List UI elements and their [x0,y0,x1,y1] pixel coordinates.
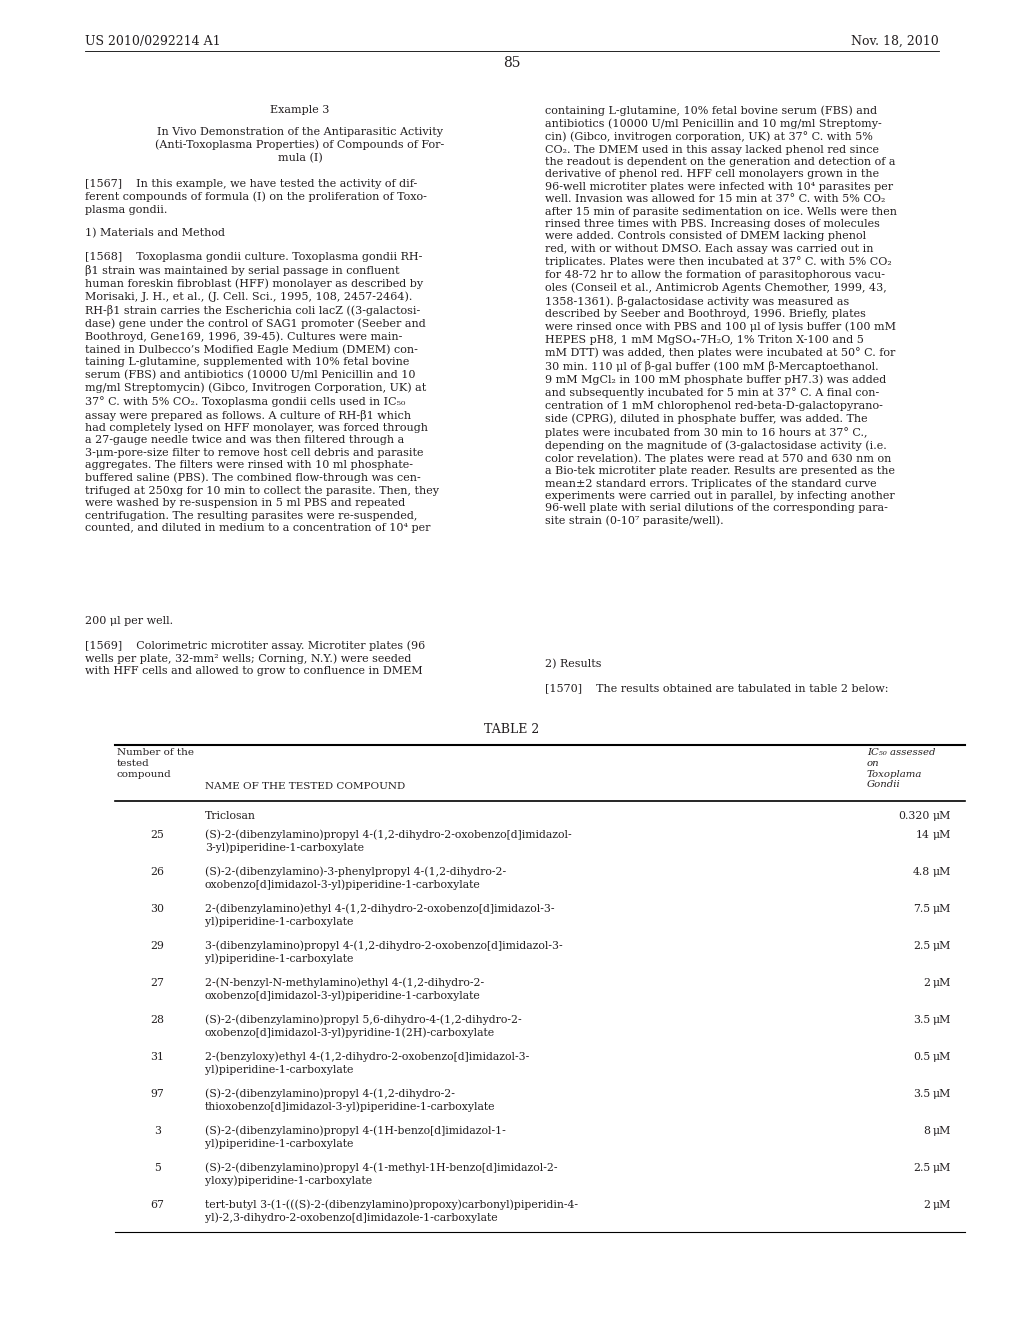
Text: [1567]    In this example, we have tested the activity of dif-
ferent compounds : [1567] In this example, we have tested t… [85,180,427,215]
Text: 2.5: 2.5 [912,1163,930,1172]
Text: 0.320: 0.320 [899,812,930,821]
Text: 2-(benzyloxy)ethyl 4-(1,2-dihydro-2-oxobenzo[d]imidazol-3-
yl)piperidine-1-carbo: 2-(benzyloxy)ethyl 4-(1,2-dihydro-2-oxob… [205,1052,529,1076]
Text: Nov. 18, 2010: Nov. 18, 2010 [851,36,939,48]
Text: 3: 3 [154,1126,161,1135]
Text: Number of the
tested
compound: Number of the tested compound [117,748,194,779]
Text: 3.5: 3.5 [912,1089,930,1098]
Text: 2-(N-benzyl-N-methylamino)ethyl 4-(1,2-dihydro-2-
oxobenzo[d]imidazol-3-yl)piper: 2-(N-benzyl-N-methylamino)ethyl 4-(1,2-d… [205,978,484,1002]
Text: 2: 2 [923,1200,930,1209]
Text: μM: μM [933,1015,951,1024]
Text: [1568]    Toxoplasma gondii culture. Toxoplasma gondii RH-
β1 strain was maintai: [1568] Toxoplasma gondii culture. Toxopl… [85,252,439,533]
Text: 7.5: 7.5 [912,904,930,913]
Text: (S)-2-(dibenzylamino)propyl 4-(1-methyl-1H-benzo[d]imidazol-2-
yloxy)piperidine-: (S)-2-(dibenzylamino)propyl 4-(1-methyl-… [205,1163,557,1187]
Text: (S)-2-(dibenzylamino)propyl 4-(1,2-dihydro-2-oxobenzo[d]imidazol-
3-yl)piperidin: (S)-2-(dibenzylamino)propyl 4-(1,2-dihyd… [205,830,571,854]
Text: NAME OF THE TESTED COMPOUND: NAME OF THE TESTED COMPOUND [205,783,406,791]
Text: μM: μM [933,1126,951,1135]
Text: 2: 2 [923,978,930,987]
Text: Triclosan: Triclosan [205,812,256,821]
Text: 29: 29 [151,941,165,950]
Text: (S)-2-(dibenzylamino)propyl 4-(1H-benzo[d]imidazol-1-
yl)piperidine-1-carboxylat: (S)-2-(dibenzylamino)propyl 4-(1H-benzo[… [205,1126,506,1150]
Text: 5: 5 [154,1163,161,1172]
Text: 85: 85 [503,55,521,70]
Text: μM: μM [933,812,951,821]
Text: [1569]    Colorimetric microtiter assay. Microtiter plates (96
wells per plate, : [1569] Colorimetric microtiter assay. Mi… [85,640,425,676]
Text: [1570]    The results obtained are tabulated in table 2 below:: [1570] The results obtained are tabulate… [545,684,889,693]
Text: 200 μl per well.: 200 μl per well. [85,616,173,626]
Text: μM: μM [933,978,951,987]
Text: 67: 67 [151,1200,165,1209]
Text: 2) Results: 2) Results [545,659,601,669]
Text: μM: μM [933,1163,951,1172]
Text: TABLE 2: TABLE 2 [484,723,540,737]
Text: 28: 28 [151,1015,165,1024]
Text: IC₅₀ assessed
on
Toxoplama
Gondii: IC₅₀ assessed on Toxoplama Gondii [867,748,936,789]
Text: μM: μM [933,1089,951,1098]
Text: US 2010/0292214 A1: US 2010/0292214 A1 [85,36,220,48]
Text: (S)-2-(dibenzylamino)-3-phenylpropyl 4-(1,2-dihydro-2-
oxobenzo[d]imidazol-3-yl): (S)-2-(dibenzylamino)-3-phenylpropyl 4-(… [205,867,506,891]
Text: 27: 27 [151,978,165,987]
Text: Example 3: Example 3 [270,106,330,115]
Text: μM: μM [933,1200,951,1209]
Text: 8: 8 [923,1126,930,1135]
Text: μM: μM [933,867,951,876]
Text: 97: 97 [151,1089,165,1098]
Text: (S)-2-(dibenzylamino)propyl 5,6-dihydro-4-(1,2-dihydro-2-
oxobenzo[d]imidazol-3-: (S)-2-(dibenzylamino)propyl 5,6-dihydro-… [205,1015,521,1039]
Text: 31: 31 [151,1052,165,1061]
Text: μM: μM [933,941,951,950]
Text: 1) Materials and Method: 1) Materials and Method [85,228,225,239]
Text: 14: 14 [916,830,930,840]
Text: 3.5: 3.5 [912,1015,930,1024]
Text: 25: 25 [151,830,165,840]
Text: 3-(dibenzylamino)propyl 4-(1,2-dihydro-2-oxobenzo[d]imidazol-3-
yl)piperidine-1-: 3-(dibenzylamino)propyl 4-(1,2-dihydro-2… [205,941,562,965]
Text: 26: 26 [151,867,165,876]
Text: 30: 30 [151,904,165,913]
Text: In Vivo Demonstration of the Antiparasitic Activity
(Anti-Toxoplasma Properties): In Vivo Demonstration of the Antiparasit… [156,127,444,162]
Text: μM: μM [933,1052,951,1061]
Text: (S)-2-(dibenzylamino)propyl 4-(1,2-dihydro-2-
thioxobenzo[d]imidazol-3-yl)piperi: (S)-2-(dibenzylamino)propyl 4-(1,2-dihyd… [205,1089,496,1113]
Text: μM: μM [933,904,951,913]
Text: tert-butyl 3-(1-(((S)-2-(dibenzylamino)propoxy)carbonyl)piperidin-4-
yl)-2,3-dih: tert-butyl 3-(1-(((S)-2-(dibenzylamino)p… [205,1200,578,1224]
Text: 4.8: 4.8 [912,867,930,876]
Text: 0.5: 0.5 [912,1052,930,1061]
Text: 2.5: 2.5 [912,941,930,950]
Text: 2-(dibenzylamino)ethyl 4-(1,2-dihydro-2-oxobenzo[d]imidazol-3-
yl)piperidine-1-c: 2-(dibenzylamino)ethyl 4-(1,2-dihydro-2-… [205,904,555,928]
Text: containing L-glutamine, 10% fetal bovine serum (FBS) and
antibiotics (10000 U/ml: containing L-glutamine, 10% fetal bovine… [545,106,897,527]
Text: μM: μM [933,830,951,840]
